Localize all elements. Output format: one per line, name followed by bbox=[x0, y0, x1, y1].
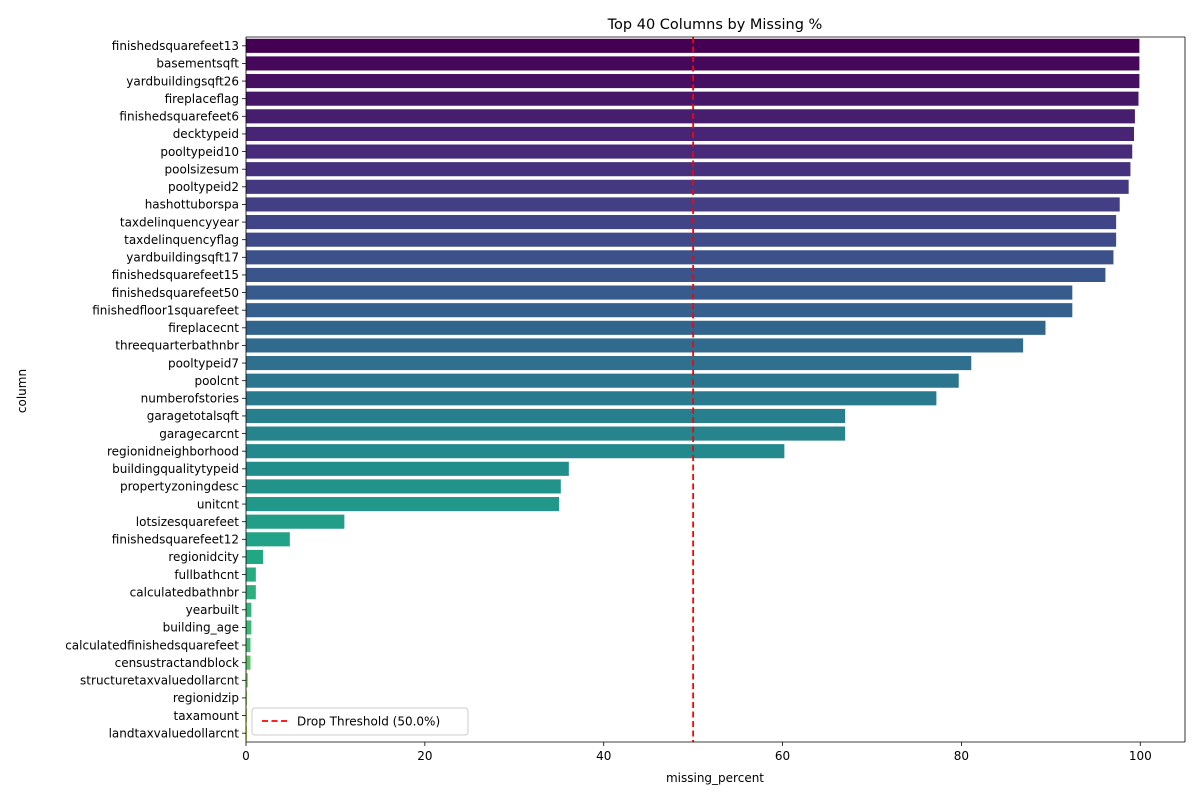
y-tick-label: yardbuildingsqft17 bbox=[126, 251, 239, 265]
y-tick-label: pooltypeid7 bbox=[168, 356, 239, 370]
y-tick-label: finishedsquarefeet12 bbox=[112, 533, 239, 547]
bar-finishedsquarefeet13 bbox=[246, 38, 1140, 53]
y-tick-label: pooltypeid2 bbox=[168, 180, 239, 194]
y-tick-label: finishedsquarefeet15 bbox=[112, 268, 239, 282]
legend: Drop Threshold (50.0%) bbox=[251, 707, 469, 736]
bar-finishedfloor1squarefeet bbox=[246, 303, 1073, 318]
bar-pooltypeid10 bbox=[246, 144, 1133, 159]
y-tick-label: threequarterbathnbr bbox=[115, 339, 239, 353]
bar-garagetotalsqft bbox=[246, 408, 846, 423]
bar-fireplacecnt bbox=[246, 320, 1046, 335]
bar-threequarterbathnbr bbox=[246, 338, 1024, 353]
y-tick-label: poolsizesum bbox=[165, 162, 239, 176]
y-tick-label: unitcnt bbox=[197, 497, 239, 511]
bar-calculatedbathnbr bbox=[246, 585, 256, 600]
y-tick-label: fireplacecnt bbox=[168, 321, 239, 335]
bar-finishedsquarefeet6 bbox=[246, 109, 1135, 124]
legend-box bbox=[251, 707, 469, 736]
bar-buildingqualitytypeid bbox=[246, 461, 569, 476]
bar-taxdelinquencyyear bbox=[246, 215, 1117, 230]
y-axis-label: column bbox=[15, 369, 29, 413]
y-tick-label: decktypeid bbox=[173, 127, 239, 141]
bar-taxamount bbox=[246, 708, 247, 723]
x-tick-label: 0 bbox=[242, 749, 250, 763]
bar-lotsizesquarefeet bbox=[246, 514, 345, 529]
bar-regionidzip bbox=[246, 690, 247, 705]
y-tick-label: censustractandblock bbox=[115, 656, 239, 670]
x-tick-label: 60 bbox=[775, 749, 790, 763]
y-tick-label: calculatedfinishedsquarefeet bbox=[65, 638, 239, 652]
bar-yardbuildingsqft17 bbox=[246, 250, 1114, 265]
axes-frame bbox=[245, 36, 1186, 743]
bar-landtaxvaluedollarcnt bbox=[246, 726, 247, 741]
bar-censustractandblock bbox=[246, 655, 251, 670]
y-tick-label: basementsqft bbox=[156, 57, 239, 71]
bar-regionidcity bbox=[246, 549, 263, 564]
bar-propertyzoningdesc bbox=[246, 479, 561, 494]
y-tick-label: lotsizesquarefeet bbox=[136, 515, 240, 529]
y-tick-label: garagecarcnt bbox=[159, 427, 239, 441]
bar-numberofstories bbox=[246, 391, 937, 406]
x-axis-label: missing_percent bbox=[666, 771, 764, 785]
bar-structuretaxvaluedollarcnt bbox=[246, 673, 248, 688]
y-tick-label: regionidzip bbox=[173, 691, 239, 705]
bar-unitcnt bbox=[246, 497, 559, 512]
y-tick-label: propertyzoningdesc bbox=[120, 480, 239, 494]
bar-fullbathcnt bbox=[246, 567, 256, 582]
y-tick-label: regionidneighborhood bbox=[107, 444, 239, 458]
bar-building_age bbox=[246, 620, 252, 635]
bar-basementsqft bbox=[246, 56, 1140, 71]
legend-threshold-label: Drop Threshold (50.0%) bbox=[297, 715, 440, 729]
y-tick-labels: finishedsquarefeet13 basementsqft yardbuil… bbox=[65, 39, 246, 740]
bar-decktypeid bbox=[246, 126, 1135, 141]
y-tick-label: fireplaceflag bbox=[165, 92, 239, 106]
bar-regionidneighborhood bbox=[246, 444, 785, 459]
y-tick-label: landtaxvaluedollarcnt bbox=[109, 726, 240, 740]
y-tick-label: numberofstories bbox=[141, 392, 239, 406]
y-tick-label: building_age bbox=[163, 621, 239, 635]
bar-yardbuildingsqft26 bbox=[246, 74, 1140, 89]
x-tick-label: 20 bbox=[417, 749, 432, 763]
bar-finishedsquarefeet15 bbox=[246, 267, 1106, 282]
y-tick-label: structuretaxvaluedollarcnt bbox=[80, 674, 239, 688]
y-tick-label: yardbuildingsqft26 bbox=[126, 74, 239, 88]
y-tick-label: finishedsquarefeet13 bbox=[112, 39, 239, 53]
y-tick-label: yearbuilt bbox=[186, 603, 240, 617]
y-tick-label: pooltypeid10 bbox=[160, 145, 239, 159]
bar-finishedsquarefeet50 bbox=[246, 285, 1073, 300]
y-tick-label: calculatedbathnbr bbox=[130, 585, 239, 599]
y-tick-label: regionidcity bbox=[168, 550, 239, 564]
bar-yearbuilt bbox=[246, 602, 252, 617]
bar-taxdelinquencyflag bbox=[246, 232, 1117, 247]
y-tick-label: hashottuborspa bbox=[145, 198, 239, 212]
bar-garagecarcnt bbox=[246, 426, 846, 441]
bar-pooltypeid2 bbox=[246, 179, 1129, 194]
y-tick-label: finishedfloor1squarefeet bbox=[92, 303, 239, 317]
x-tick-label: 40 bbox=[596, 749, 611, 763]
y-tick-label: garagetotalsqft bbox=[147, 409, 240, 423]
bar-poolsizesum bbox=[246, 162, 1131, 177]
x-tick-label: 80 bbox=[954, 749, 969, 763]
bar-pooltypeid7 bbox=[246, 356, 972, 371]
x-ticks: 0 20 40 60 80 100 bbox=[242, 742, 1152, 763]
y-tick-label: taxamount bbox=[174, 709, 240, 723]
bar-hashottuborspa bbox=[246, 197, 1120, 212]
y-tick-label: poolcnt bbox=[194, 374, 239, 388]
y-tick-label: taxdelinquencyyear bbox=[120, 215, 239, 229]
bar-finishedsquarefeet12 bbox=[246, 532, 290, 547]
y-tick-label: taxdelinquencyflag bbox=[124, 233, 239, 247]
y-tick-label: buildingqualitytypeid bbox=[112, 462, 239, 476]
x-tick-label: 100 bbox=[1129, 749, 1152, 763]
y-tick-label: finishedsquarefeet50 bbox=[112, 286, 239, 300]
chart-title: Top 40 Columns by Missing % bbox=[607, 17, 823, 33]
bar-calculatedfinishedsquarefeet bbox=[246, 638, 251, 653]
bar-poolcnt bbox=[246, 373, 959, 388]
y-tick-label: fullbathcnt bbox=[174, 568, 239, 582]
y-tick-label: finishedsquarefeet6 bbox=[119, 110, 239, 124]
